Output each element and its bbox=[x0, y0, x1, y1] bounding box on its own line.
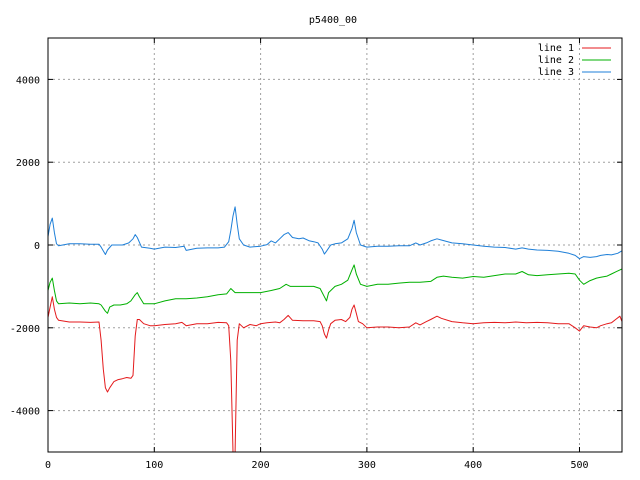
axis-ticks: 0 100 200 300 400 500 -4000 -2000 0 2000 4000 bbox=[10, 38, 622, 471]
chart-title: p5400_00 bbox=[309, 15, 357, 26]
series-line-3 bbox=[48, 206, 622, 260]
legend-label-2: line 2 bbox=[538, 55, 574, 66]
grid-lines bbox=[48, 38, 622, 452]
legend-label-3: line 3 bbox=[538, 67, 574, 78]
x-tick-label: 100 bbox=[145, 460, 163, 471]
x-tick-label: 300 bbox=[358, 460, 376, 471]
x-tick-label: 500 bbox=[570, 460, 588, 471]
x-tick-label: 0 bbox=[45, 460, 51, 471]
x-tick-label: 200 bbox=[252, 460, 270, 471]
y-tick-label: 0 bbox=[34, 241, 40, 252]
series-layer bbox=[48, 206, 622, 452]
x-tick-label: 400 bbox=[464, 460, 482, 471]
y-tick-label: -2000 bbox=[10, 324, 40, 335]
y-tick-label: -4000 bbox=[10, 407, 40, 418]
legend-label-1: line 1 bbox=[538, 43, 574, 54]
y-tick-label: 2000 bbox=[16, 158, 40, 169]
series-line-2 bbox=[48, 264, 622, 314]
y-tick-label: 4000 bbox=[16, 75, 40, 86]
series-line-1 bbox=[48, 296, 622, 452]
